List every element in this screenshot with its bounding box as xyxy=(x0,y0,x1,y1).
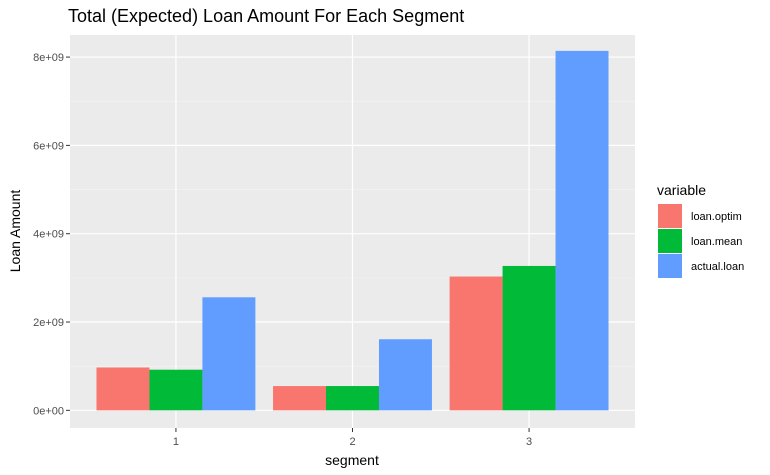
bar-loan-mean-segment-3 xyxy=(502,265,556,411)
major-gridlines xyxy=(70,35,635,428)
y-tick-label: 4e+09 xyxy=(33,229,64,241)
legend-key-actual-loan xyxy=(658,254,682,278)
x-axis-title: segment xyxy=(325,452,379,468)
chart-title: Total (Expected) Loan Amount For Each Se… xyxy=(68,6,464,26)
y-tick-label: 6e+09 xyxy=(33,140,64,152)
bar-actual-loan-segment-3 xyxy=(555,50,609,411)
bar-actual-loan-segment-2 xyxy=(378,339,432,411)
y-axis-title: Loan Amount xyxy=(7,190,23,273)
legend-label: loan.mean xyxy=(691,236,742,248)
legend-key-loan-mean xyxy=(658,229,682,253)
y-tick-label: 0e+00 xyxy=(33,405,64,417)
legend-key-loan-optim xyxy=(658,204,682,228)
x-tick-label: 2 xyxy=(349,436,355,448)
x-tick-label: 1 xyxy=(173,436,179,448)
y-axis: 0e+00 2e+09 4e+09 6e+09 8e+09 xyxy=(33,52,70,417)
x-tick-label: 3 xyxy=(526,436,532,448)
bar-loan-optim-segment-2 xyxy=(273,386,327,411)
bars xyxy=(96,50,609,411)
legend-label: actual.loan xyxy=(691,261,744,273)
legend-label: loan.optim xyxy=(691,211,742,223)
y-tick-label: 2e+09 xyxy=(33,317,64,329)
bar-loan-mean-segment-2 xyxy=(326,386,379,411)
bar-loan-optim-segment-1 xyxy=(96,367,150,411)
bar-loan-optim-segment-3 xyxy=(449,276,503,411)
y-tick-label: 8e+09 xyxy=(33,52,64,64)
legend-title: variable xyxy=(657,182,706,198)
legend: variable loan.optim loan.mean actual.loan xyxy=(657,182,744,278)
x-axis: 1 2 3 xyxy=(173,428,532,448)
bar-loan-mean-segment-1 xyxy=(149,369,203,411)
bar-actual-loan-segment-1 xyxy=(202,297,256,411)
